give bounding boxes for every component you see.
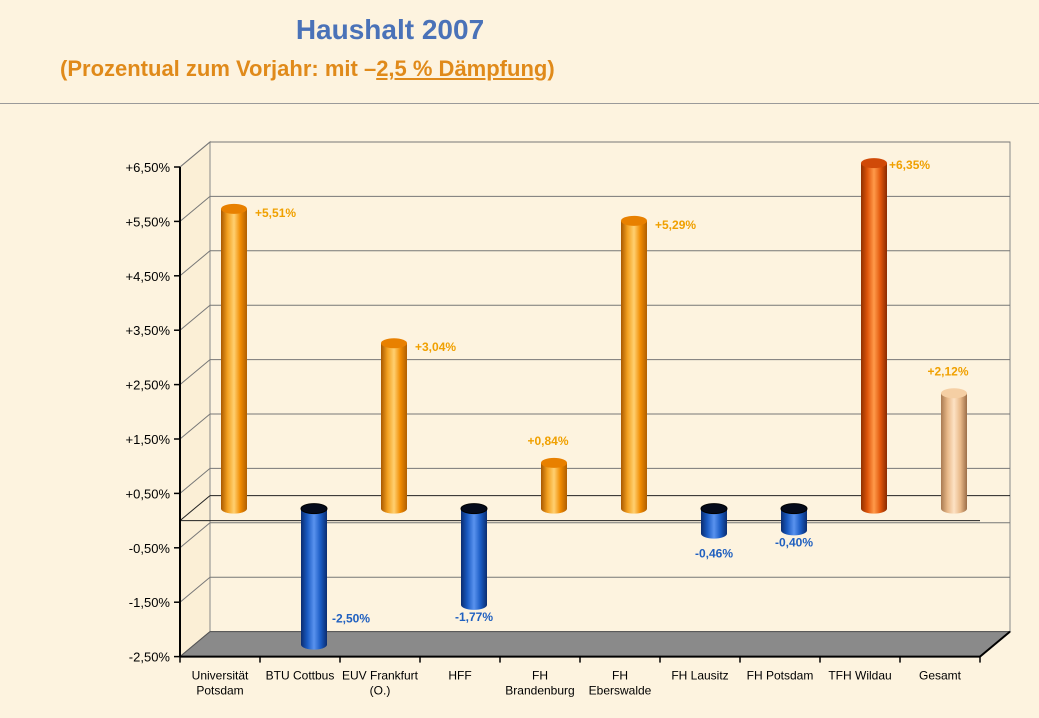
x-category-label: FH Lausitz (671, 669, 728, 683)
gridline-side (179, 141, 211, 168)
x-category-label: FH (532, 669, 548, 683)
bar (781, 508, 807, 536)
x-category-label: FH (612, 669, 628, 683)
bar-cap (861, 158, 887, 169)
x-category-label: FH Potsdam (747, 669, 814, 683)
x-category-label: BTU Cottbus (266, 669, 335, 683)
bar (701, 508, 727, 539)
y-tick-label: +5,50% (126, 214, 171, 229)
bar (461, 508, 487, 610)
y-tick-label: -1,50% (129, 595, 171, 610)
y-tick-label: +6,50% (126, 160, 171, 175)
data-label: -2,50% (332, 612, 370, 626)
chart-subtitle: (Prozentual zum Vorjahr: mit –2,5 % Dämp… (60, 56, 555, 82)
x-category-label: HFF (448, 669, 471, 683)
data-label: +2,12% (927, 364, 968, 378)
x-category-label: TFH Wildau (828, 669, 891, 683)
gridline-side (179, 413, 211, 440)
bar-cap (381, 338, 407, 349)
subtitle-text: Prozentual zum Vorjahr: mit – (67, 56, 377, 81)
gridline-side (179, 468, 211, 494)
y-tick-label: -2,50% (129, 650, 171, 665)
bar (941, 393, 967, 514)
bar (301, 508, 327, 650)
y-tick-label: +1,50% (126, 432, 171, 447)
data-label: -0,40% (775, 535, 813, 549)
subtitle-close-paren: ) (547, 56, 555, 81)
bar (381, 343, 407, 514)
data-label: +6,35% (889, 158, 930, 172)
chart-back-wall (209, 141, 1011, 633)
x-category-label: Gesamt (919, 669, 962, 683)
x-category-label: Eberswalde (589, 684, 652, 698)
floor-edge (979, 630, 1011, 658)
y-tick-label: +4,50% (126, 269, 171, 284)
bar-cap (541, 457, 567, 468)
bar (621, 220, 647, 514)
subtitle-underlined-text: 2,5 % Dämpfung (376, 56, 548, 81)
data-label: +5,51% (255, 206, 296, 220)
header-divider (0, 103, 1039, 104)
y-tick-label: +2,50% (126, 378, 171, 393)
zero-line-side (179, 495, 211, 521)
gridline-side (179, 359, 211, 385)
data-label: +3,04% (415, 340, 456, 354)
gridline-side (179, 522, 211, 549)
gridline-side (179, 304, 211, 331)
bar-cap (221, 203, 247, 214)
gridline-side (179, 250, 211, 277)
bar (221, 208, 247, 514)
bar (541, 462, 567, 514)
x-category-label: Potsdam (196, 684, 243, 698)
x-category-label: EUV Frankfurt (342, 669, 419, 683)
bar (861, 163, 888, 514)
data-label: +5,29% (655, 218, 696, 232)
subtitle-open-paren: ( (60, 56, 68, 81)
x-category-label: Brandenburg (505, 684, 574, 698)
data-label: -1,77% (455, 610, 493, 624)
bar-cap (460, 503, 488, 515)
x-category-label: Universität (192, 669, 249, 683)
y-tick-label: +3,50% (126, 323, 171, 338)
data-label: -0,46% (695, 547, 733, 561)
chart-side-wall (179, 140, 211, 658)
bar-cap (300, 503, 328, 515)
gridline-side (179, 196, 211, 222)
x-category-label: (O.) (370, 684, 391, 698)
bar-cap (780, 503, 808, 515)
bar-cap (700, 503, 728, 515)
y-tick-label: +0,50% (126, 486, 171, 501)
data-label: +0,84% (527, 434, 568, 448)
bar-cap (621, 215, 647, 226)
y-tick-label: -0,50% (129, 541, 171, 556)
chart-title: Haushalt 2007 (295, 14, 485, 45)
bar-cap (941, 388, 967, 399)
gridline-side (179, 576, 211, 603)
